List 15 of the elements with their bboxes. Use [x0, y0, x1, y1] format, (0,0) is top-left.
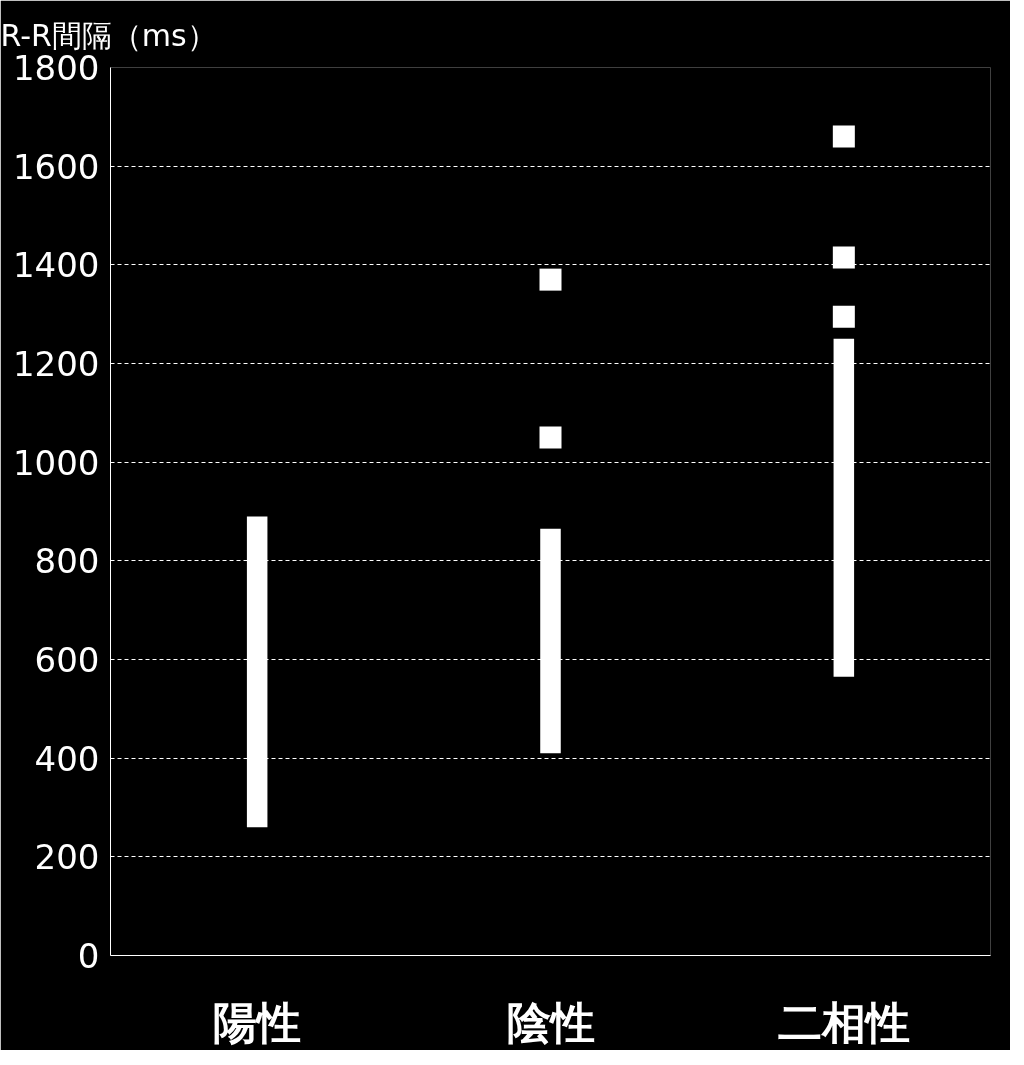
y-tick-label: 600 — [34, 640, 100, 680]
y-tick-label: 1400 — [12, 245, 100, 286]
bar — [246, 516, 268, 828]
y-tick-label: 400 — [34, 738, 100, 779]
y-tick-label: 1200 — [12, 344, 100, 384]
y-tick-label: 1000 — [12, 442, 100, 483]
bar — [833, 338, 855, 677]
x-tick-label: 陽性 — [213, 996, 302, 1048]
y-tick-label: 800 — [34, 541, 100, 582]
y-tick-label: 200 — [34, 837, 100, 878]
x-tick-label: 陰性 — [506, 996, 595, 1048]
y-tick-label: 0 — [77, 936, 100, 976]
x-tick-label: 二相性 — [777, 996, 910, 1048]
y-tick-label: 1600 — [12, 146, 100, 187]
bar — [540, 528, 561, 754]
